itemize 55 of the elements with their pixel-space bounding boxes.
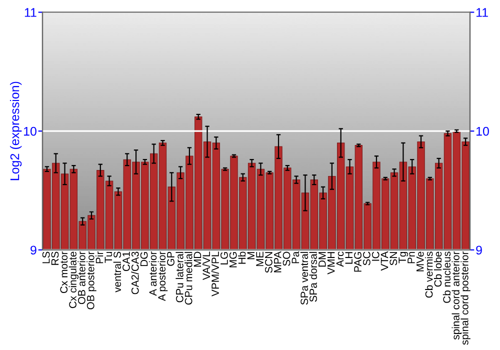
x-tick-label: RS [51,252,59,265]
x-tick-label: IC [372,252,380,261]
x-tick-label: Pn [408,252,415,264]
x-tick-label: Pir [96,251,104,264]
y-tick-label: 10 [24,126,36,136]
x-tick-label: SO [282,252,290,266]
x-tick-label: LS [42,252,50,264]
x-tick-label: Cb lobe [434,252,442,287]
x-tick-label: CPu medial [184,252,192,305]
x-tick-label: Cx motor [60,251,68,294]
x-tick-label: SCN [265,252,272,273]
y2-tick-label: 10 [476,126,489,136]
x-tick-label: VTA [380,251,388,271]
y-tick-label: 9 [30,246,36,255]
x-tick-label: Cx cingulate [68,252,79,308]
x-tick-label: A anterior [148,251,157,296]
x-tick-label: GP [167,252,174,266]
x-tick-label: PAG [354,252,362,272]
x-tick-label: SC [363,252,370,266]
x-tick-label: LG [220,252,228,264]
y2-tick-label: 11 [476,8,488,17]
x-tick-label: CA2/CA3 [131,252,139,294]
x-tick-label: spinal cord posterior [460,251,470,345]
x-tick-label: VA/VL [202,252,210,280]
x-tick-label: CA1 [122,252,130,272]
x-tick-label: SN [390,252,398,266]
x-tick-label: ventral S [113,252,121,292]
x-tick-label: Cb nucleus [442,252,451,303]
x-tick-label: MD [194,252,202,267]
x-tick-label: VPM/VPL [211,252,219,296]
y-tick-label: 11 [24,8,36,17]
x-tick-label: DG [140,252,148,266]
x-tick-label: Cb vermis [425,252,433,298]
x-tick-label: M [247,252,254,260]
x-tick-label: DM [318,252,326,267]
x-tick-label: LH [345,252,352,264]
x-tick-label: SPa ventral [300,252,308,305]
x-tick-label: SPa dorsal [309,252,317,302]
x-tick-label: MPA [274,251,282,272]
x-tick-label: spinal cord anterior [452,251,462,340]
x-tick-label: ME [256,252,264,266]
x-tick-label: Arc [336,252,344,267]
x-tick-label: OB posterior [86,251,96,310]
x-tick-label: MVe [416,252,424,272]
x-tick-label: Tu [104,252,112,263]
y2-tick-label: 9 [476,246,482,255]
x-tick-label: A posterior [158,251,168,302]
x-tick-label: CPu lateral [176,252,184,302]
x-tick-label: Hb [238,252,246,264]
x-tick-label: VMH [327,252,335,274]
x-tick-label: MG [229,252,237,268]
y-axis-title: Log2 (expression) [10,82,22,180]
x-tick-label: Tg [398,252,408,264]
x-tick-label: OB anterior [78,251,86,304]
x-tick-label: Pa [292,251,300,264]
